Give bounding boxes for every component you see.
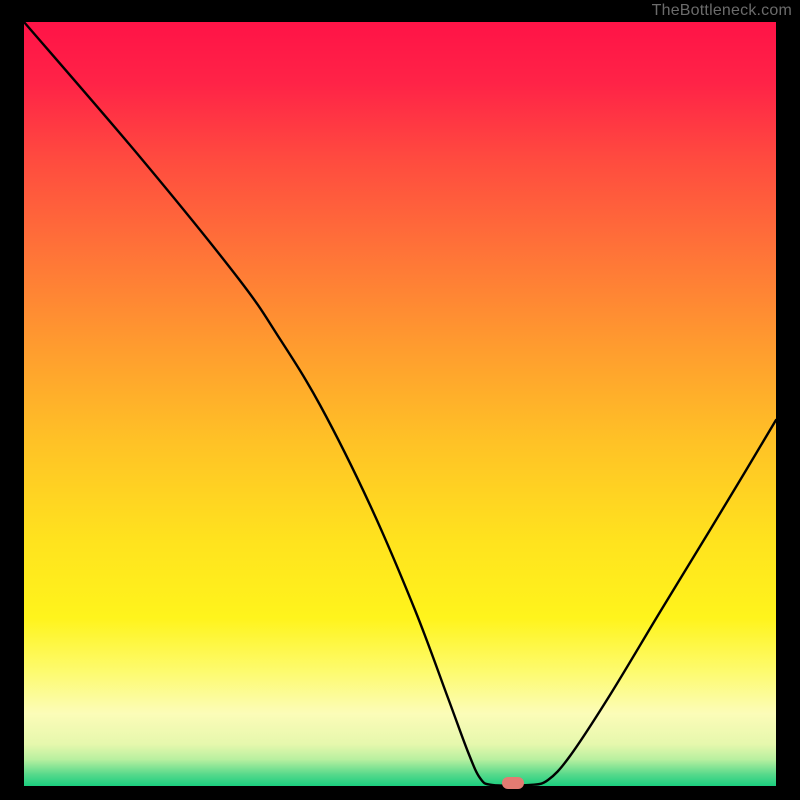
- bottleneck-chart: [0, 0, 800, 800]
- watermark-text: TheBottleneck.com: [652, 2, 792, 20]
- plot-background: [24, 22, 776, 786]
- optimum-marker: [502, 777, 524, 789]
